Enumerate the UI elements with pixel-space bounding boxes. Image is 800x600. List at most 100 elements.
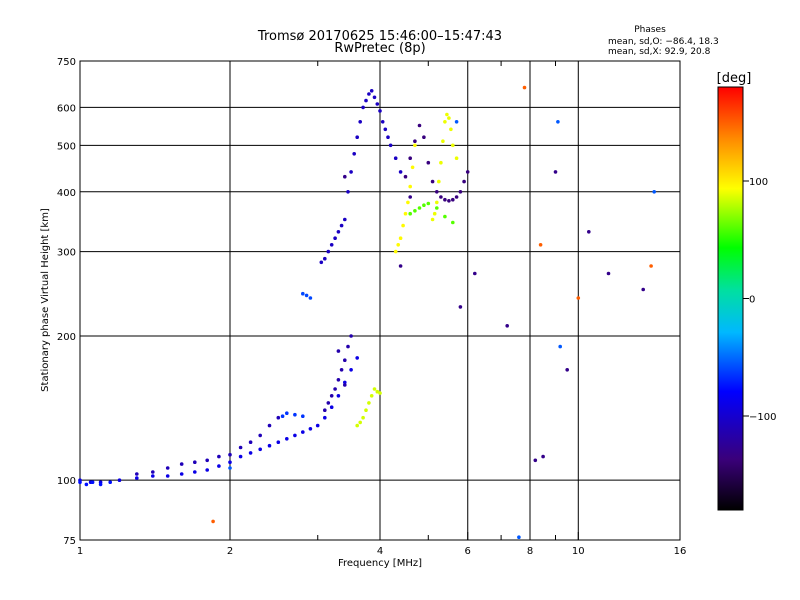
data-point bbox=[301, 414, 305, 419]
y-tick-label: 100 bbox=[57, 476, 76, 487]
data-point bbox=[422, 135, 426, 139]
data-point bbox=[417, 123, 422, 128]
data-point bbox=[435, 206, 439, 210]
data-point bbox=[293, 412, 297, 417]
data-point bbox=[358, 420, 363, 425]
data-point bbox=[413, 209, 417, 213]
data-point bbox=[541, 454, 545, 459]
data-point bbox=[439, 195, 443, 199]
y-tick-label: 500 bbox=[57, 141, 76, 152]
x-tick-label: 6 bbox=[465, 546, 471, 557]
x-tick-label: 4 bbox=[377, 546, 383, 557]
data-point bbox=[454, 120, 459, 124]
data-point bbox=[430, 217, 435, 222]
data-point bbox=[505, 324, 510, 328]
data-point bbox=[258, 433, 263, 438]
data-point bbox=[323, 256, 327, 261]
data-point bbox=[451, 143, 455, 148]
data-point bbox=[315, 423, 320, 428]
data-point bbox=[179, 462, 184, 466]
data-point bbox=[369, 394, 374, 398]
data-point bbox=[367, 401, 371, 405]
data-point bbox=[378, 391, 382, 395]
colorbar-tick-label: 0 bbox=[749, 295, 755, 306]
data-point bbox=[323, 408, 327, 413]
data-point bbox=[248, 451, 253, 455]
data-point bbox=[228, 452, 232, 457]
data-point bbox=[403, 211, 408, 216]
data-point bbox=[473, 271, 477, 276]
x-tick-label: 2 bbox=[227, 546, 233, 557]
data-point bbox=[135, 476, 139, 480]
data-point bbox=[280, 414, 285, 419]
data-point bbox=[326, 249, 331, 254]
data-point bbox=[267, 423, 272, 428]
data-point bbox=[383, 127, 388, 132]
data-point bbox=[439, 160, 443, 165]
data-point bbox=[364, 98, 368, 103]
data-point bbox=[238, 445, 243, 450]
y-tick-label: 750 bbox=[57, 57, 76, 68]
data-point bbox=[465, 170, 470, 174]
data-point bbox=[329, 243, 334, 247]
data-point bbox=[408, 184, 413, 189]
data-point bbox=[323, 415, 327, 420]
data-point bbox=[336, 230, 341, 234]
data-point bbox=[361, 415, 365, 420]
data-point bbox=[228, 460, 232, 465]
data-point bbox=[606, 271, 611, 276]
x-axis-ticks: 1 2 4 6 8 10 16 bbox=[77, 61, 686, 557]
data-point bbox=[447, 199, 451, 203]
colorbar-ticks: 100 0 −100 bbox=[743, 177, 776, 423]
data-point bbox=[285, 437, 289, 441]
data-point bbox=[179, 472, 184, 476]
data-point bbox=[396, 243, 401, 247]
data-point bbox=[117, 478, 122, 483]
data-point bbox=[228, 466, 232, 470]
data-point bbox=[355, 135, 360, 139]
data-point bbox=[336, 394, 341, 398]
chart-subtitle: RwPretec (8p) bbox=[334, 41, 425, 56]
data-point bbox=[349, 368, 353, 372]
data-point bbox=[135, 472, 139, 476]
data-point bbox=[349, 170, 353, 174]
data-point bbox=[276, 440, 281, 445]
y-tick-label: 600 bbox=[57, 103, 76, 114]
data-point bbox=[558, 344, 562, 349]
data-point bbox=[151, 470, 155, 474]
data-point bbox=[267, 443, 272, 448]
data-point bbox=[349, 334, 353, 338]
data-point bbox=[538, 243, 543, 247]
data-point bbox=[361, 105, 365, 110]
data-point bbox=[151, 474, 155, 478]
data-point bbox=[352, 152, 357, 156]
data-point bbox=[355, 356, 360, 360]
data-point bbox=[329, 405, 334, 410]
data-point bbox=[451, 197, 455, 202]
phases-x-stats: mean, sd,X: 92.9, 20.8 bbox=[608, 47, 711, 57]
data-point bbox=[449, 127, 453, 132]
data-point bbox=[329, 394, 334, 398]
data-point bbox=[410, 165, 415, 170]
data-point bbox=[522, 85, 527, 90]
data-point bbox=[462, 179, 466, 184]
colorbar-tick-label: −100 bbox=[749, 412, 776, 423]
data-point bbox=[445, 112, 449, 117]
data-point bbox=[413, 139, 417, 143]
data-point bbox=[165, 466, 170, 470]
data-point bbox=[355, 423, 360, 428]
data-points bbox=[78, 85, 656, 539]
data-point bbox=[372, 95, 377, 100]
colorbar bbox=[717, 86, 744, 511]
data-point bbox=[441, 139, 445, 143]
data-point bbox=[378, 109, 382, 113]
data-point bbox=[430, 179, 435, 184]
data-point bbox=[517, 535, 521, 539]
x-tick-label: 1 bbox=[77, 546, 83, 557]
data-point bbox=[339, 368, 344, 372]
data-point bbox=[422, 203, 426, 207]
data-point bbox=[406, 200, 410, 205]
data-point bbox=[375, 389, 380, 394]
data-point bbox=[358, 120, 363, 124]
